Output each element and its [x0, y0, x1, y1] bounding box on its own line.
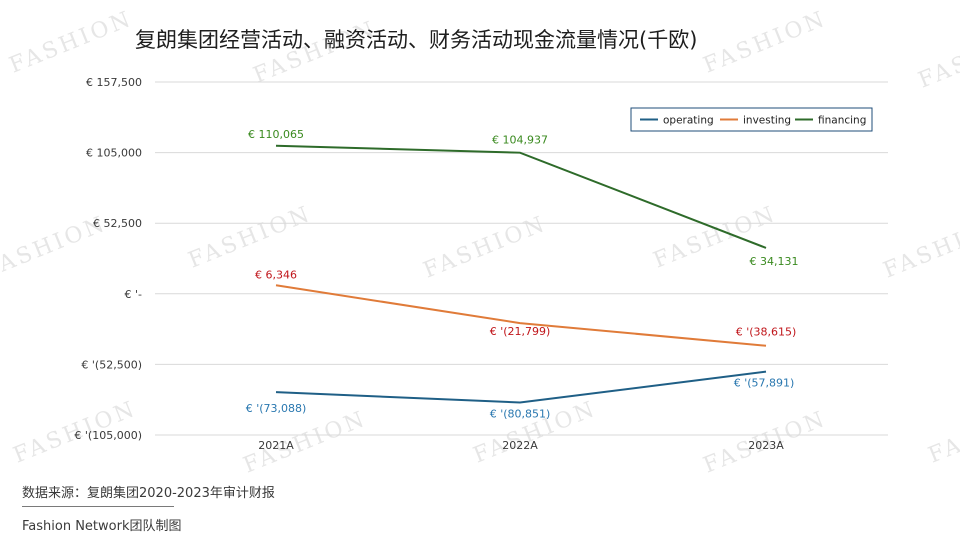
- legend-label: investing: [743, 115, 791, 127]
- data-label: € 34,131: [750, 255, 799, 268]
- data-label: € 104,937: [492, 134, 548, 147]
- y-tick-label: € '(105,000): [74, 429, 142, 442]
- y-tick-label: € '(52,500): [81, 358, 142, 371]
- x-tick-label: 2021A: [258, 439, 294, 452]
- y-tick-label: € 52,500: [93, 217, 142, 230]
- divider: [22, 506, 174, 507]
- series-line-financing: [275, 144, 767, 249]
- y-tick-label: € 157,500: [86, 76, 142, 89]
- x-tick-label: 2023A: [748, 439, 784, 452]
- legend-label: operating: [663, 115, 714, 127]
- data-label: € '(80,851): [490, 408, 551, 421]
- data-label: € '(21,799): [490, 325, 551, 338]
- y-tick-label: € '-: [125, 288, 143, 301]
- data-label: € '(38,615): [736, 326, 797, 339]
- series-line-operating: [275, 370, 767, 404]
- data-label: € 110,065: [248, 128, 304, 141]
- series-line-investing: [275, 284, 767, 347]
- data-label: € '(57,891): [734, 377, 795, 390]
- chart-title: 复朗集团经营活动、融资活动、财务活动现金流量情况(千欧): [135, 28, 698, 52]
- source-note: 数据来源：复朗集团2020-2023年审计财报: [22, 486, 275, 501]
- data-label: € '(73,088): [246, 402, 307, 415]
- x-tick-label: 2022A: [502, 439, 538, 452]
- legend-label: financing: [818, 115, 866, 127]
- y-tick-label: € 105,000: [86, 147, 142, 160]
- credit-note: Fashion Network团队制图: [22, 519, 182, 534]
- data-label: € 6,346: [255, 268, 297, 281]
- legend-box: [630, 107, 873, 132]
